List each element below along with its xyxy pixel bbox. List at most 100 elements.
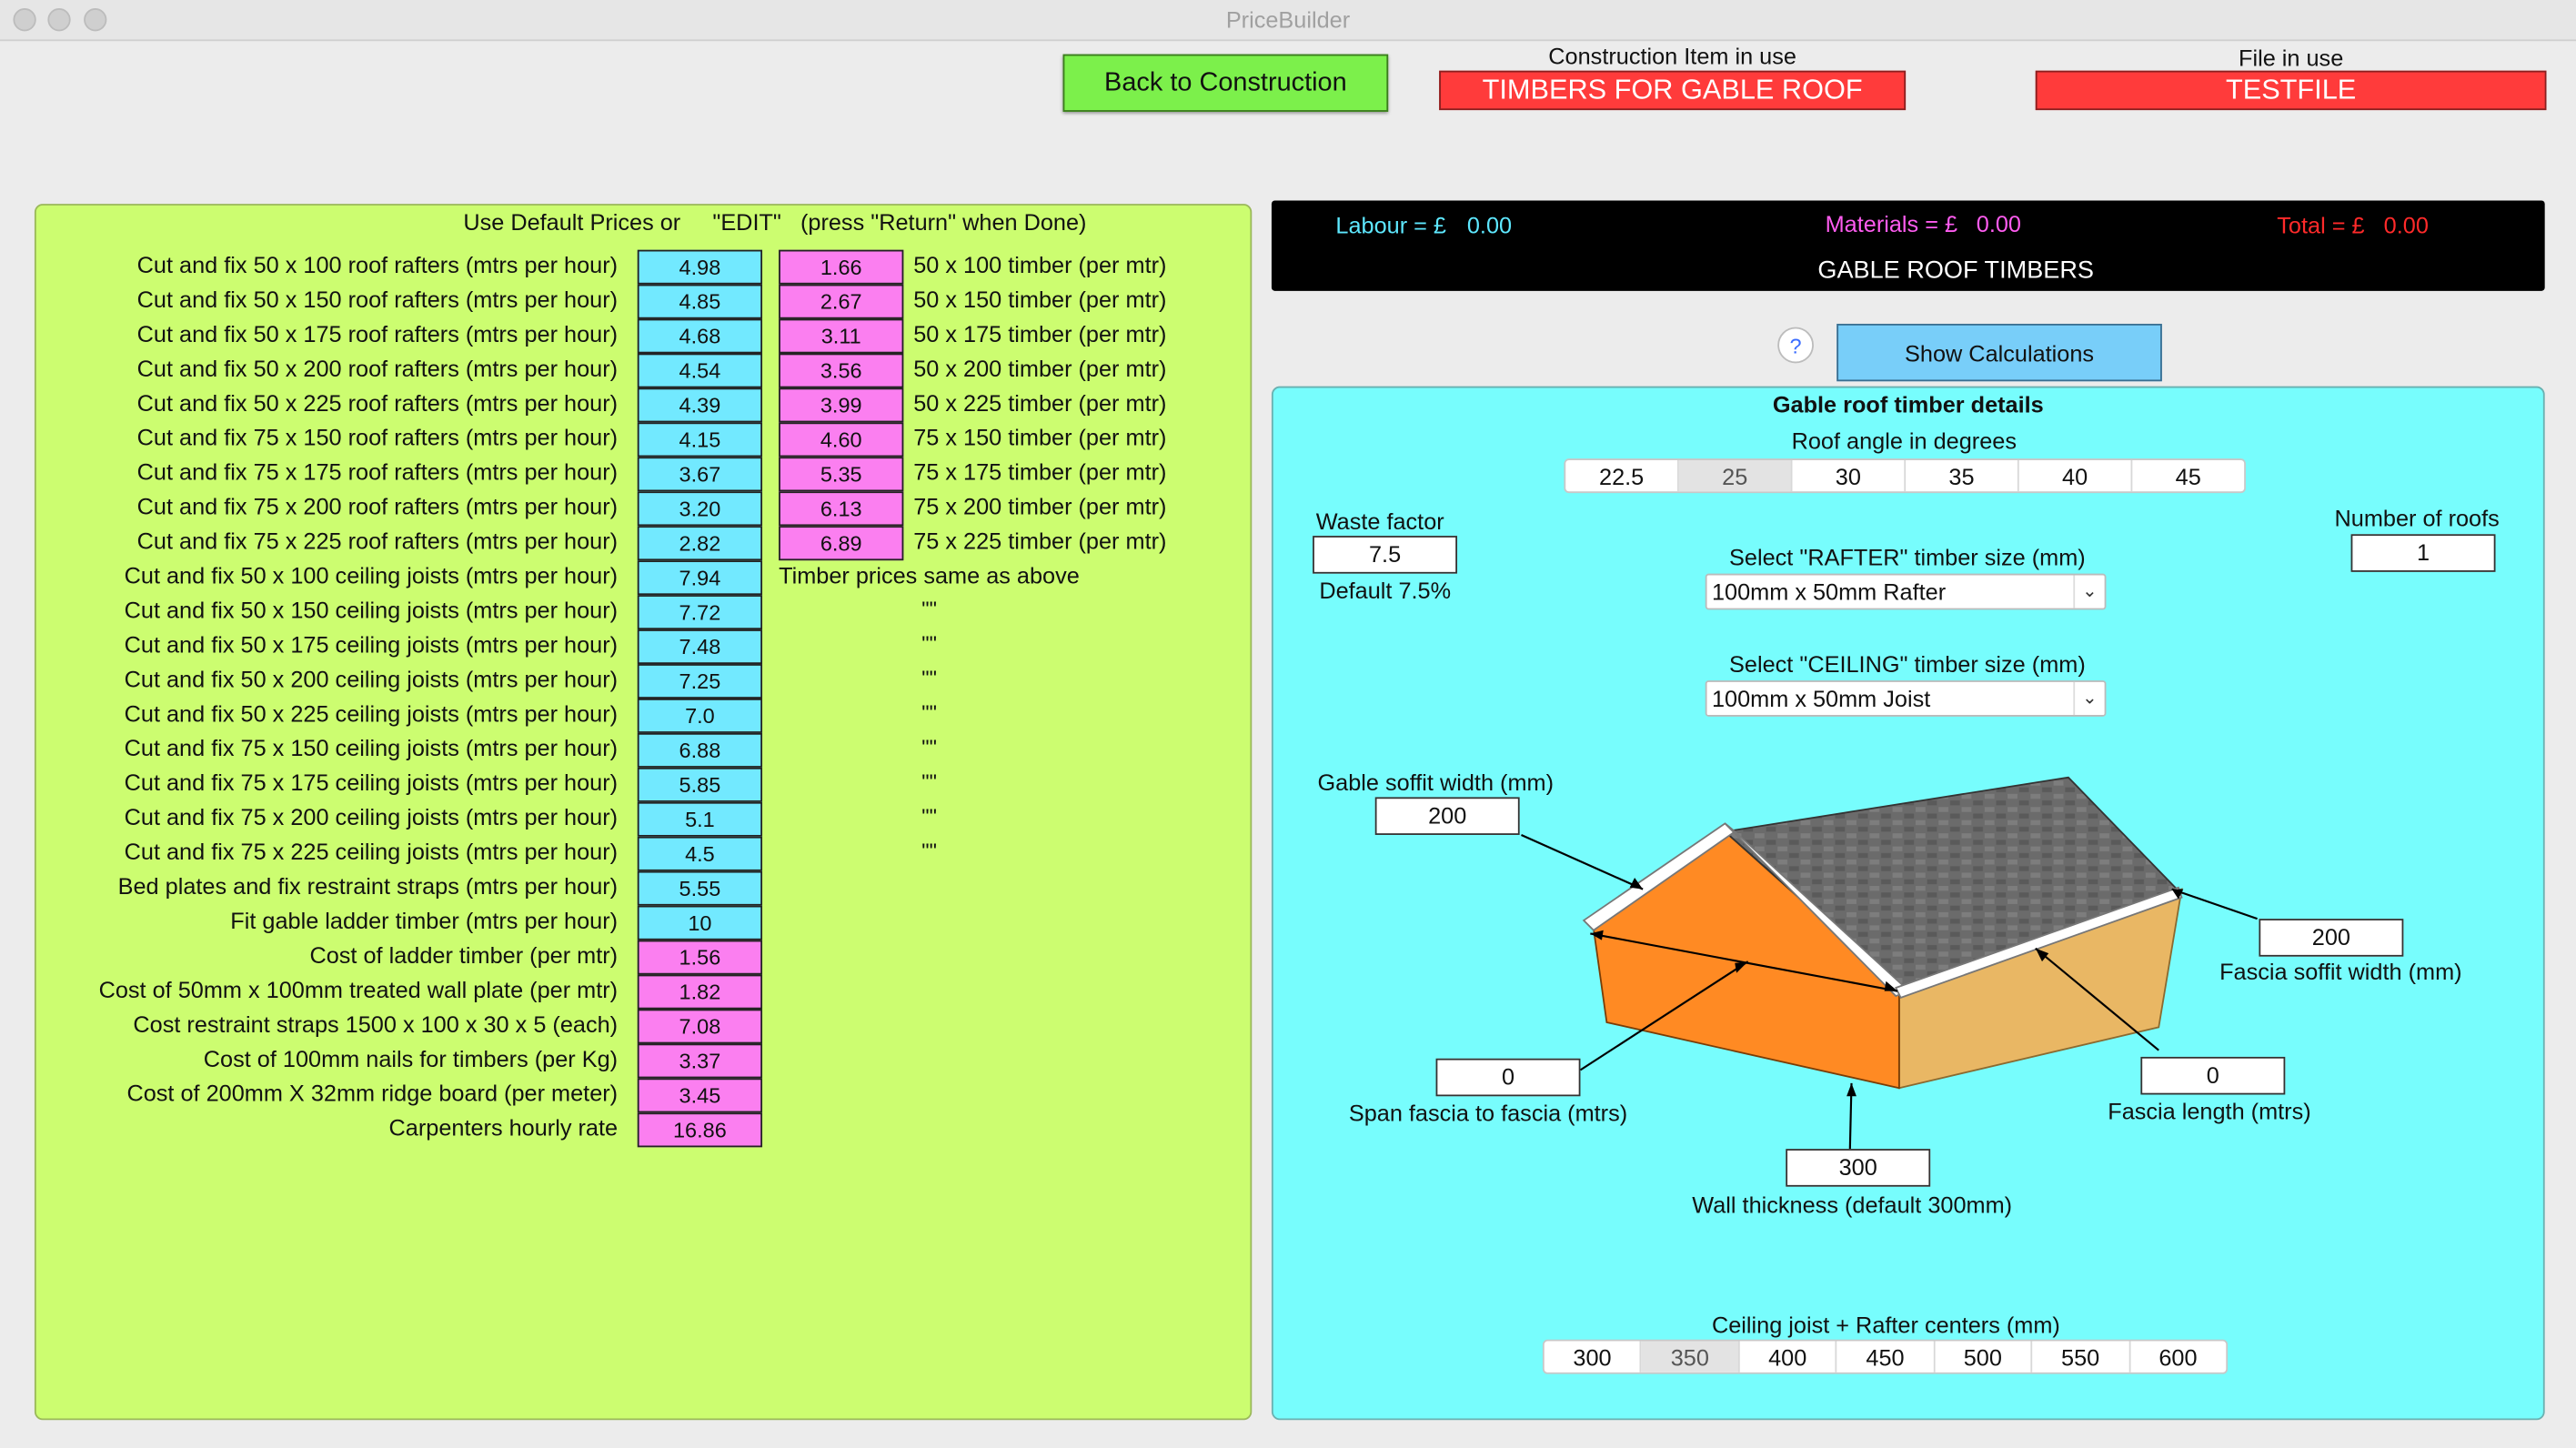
timber-price-input[interactable]: 6.13	[779, 491, 904, 527]
timber-note: ""	[921, 665, 937, 690]
centers-option[interactable]: 350	[1642, 1341, 1740, 1373]
centers-option[interactable]: 450	[1837, 1341, 1936, 1373]
timber-label: 50 x 225 timber (per mtr)	[913, 389, 1167, 417]
span-input[interactable]: 0	[1435, 1058, 1581, 1097]
row-label: Cut and fix 50 x 200 ceiling joists (mtr…	[124, 665, 619, 692]
wall-thickness-input[interactable]: 300	[1786, 1149, 1931, 1187]
rate-input[interactable]: 5.85	[637, 767, 763, 802]
rate-input[interactable]: 6.88	[637, 732, 763, 768]
close-window-button[interactable]	[13, 8, 36, 32]
rate-input[interactable]: 10	[637, 905, 763, 940]
show-calculations-button[interactable]: Show Calculations	[1836, 323, 2162, 382]
rate-input[interactable]: 7.48	[637, 629, 763, 665]
rate-input[interactable]: 16.86	[637, 1112, 763, 1148]
rate-input[interactable]: 3.45	[637, 1078, 763, 1113]
rate-input[interactable]: 7.0	[637, 698, 763, 733]
rate-input[interactable]: 4.98	[637, 249, 763, 285]
totals-bar	[1271, 200, 2545, 291]
labour-label: Labour = £	[1335, 212, 1447, 239]
rate-input[interactable]: 2.82	[637, 526, 763, 561]
row-label: Cut and fix 75 x 175 ceiling joists (mtr…	[124, 769, 619, 796]
rate-input[interactable]: 7.94	[637, 560, 763, 596]
roof-angle-option[interactable]: 25	[1678, 459, 1793, 492]
row-label: Cut and fix 50 x 175 roof rafters (mtrs …	[136, 320, 619, 347]
number-of-roofs-label: Number of roofs	[2334, 504, 2500, 531]
rate-input[interactable]: 4.15	[637, 422, 763, 458]
centers-selector: 300 350 400 450 500 550 600	[1542, 1339, 2229, 1374]
zoom-window-button[interactable]	[84, 8, 107, 32]
waste-factor-input[interactable]: 7.5	[1313, 536, 1458, 574]
rate-input[interactable]: 3.37	[637, 1043, 763, 1079]
help-button[interactable]: ?	[1777, 327, 1814, 364]
rate-input[interactable]: 1.82	[637, 974, 763, 1010]
timber-price-input[interactable]: 3.11	[779, 318, 904, 354]
roof-angle-option[interactable]: 45	[2175, 463, 2201, 490]
row-label: Cut and fix 75 x 225 ceiling joists (mtr…	[124, 838, 619, 865]
rate-input[interactable]: 5.1	[637, 801, 763, 837]
rafter-size-label: Select "RAFTER" timber size (mm)	[1729, 544, 2086, 571]
chevron-down-icon: ⌄	[2073, 681, 2104, 716]
fascia-soffit-label: Fascia soffit width (mm)	[2219, 958, 2462, 985]
wall-thickness-label: Wall thickness (default 300mm)	[1692, 1192, 2013, 1219]
timber-note: ""	[921, 596, 937, 622]
centers-option[interactable]: 400	[1739, 1341, 1837, 1373]
ceiling-size-select[interactable]: 100mm x 50mm Joist ⌄	[1705, 680, 2107, 717]
roof-angle-option[interactable]: 22.5	[1565, 459, 1679, 492]
gable-details-title: Gable roof timber details	[1772, 391, 2044, 417]
rate-input[interactable]: 5.55	[637, 870, 763, 906]
row-label: Cut and fix 75 x 150 roof rafters (mtrs …	[136, 424, 619, 451]
summary-title: GABLE ROOF TIMBERS	[1817, 256, 2094, 285]
row-label: Cost of 50mm x 100mm treated wall plate …	[98, 976, 619, 1003]
timber-price-input[interactable]: 1.66	[779, 249, 904, 285]
rate-input[interactable]: 3.67	[637, 457, 763, 492]
timber-price-input[interactable]: 5.35	[779, 457, 904, 492]
timber-price-input[interactable]: 2.67	[779, 284, 904, 319]
gable-soffit-label: Gable soffit width (mm)	[1317, 769, 1554, 796]
timber-label: 50 x 175 timber (per mtr)	[913, 320, 1167, 347]
row-label: Cut and fix 50 x 100 ceiling joists (mtr…	[124, 562, 619, 588]
file-in-use-value: TESTFILE	[2035, 70, 2547, 111]
rate-input[interactable]: 7.08	[637, 1009, 763, 1044]
timber-price-input[interactable]: 6.89	[779, 526, 904, 561]
rate-input[interactable]: 7.72	[637, 595, 763, 630]
rate-input[interactable]: 4.54	[637, 353, 763, 388]
rafter-size-select[interactable]: 100mm x 50mm Rafter ⌄	[1705, 573, 2107, 610]
centers-option[interactable]: 600	[2158, 1344, 2198, 1372]
materials-label: Materials = £	[1825, 210, 1958, 237]
centers-option[interactable]: 300	[1545, 1341, 1643, 1373]
rate-input[interactable]: 4.85	[637, 284, 763, 319]
ceiling-size-value: 100mm x 50mm Joist	[1711, 685, 1931, 712]
row-label: Cut and fix 50 x 150 roof rafters (mtrs …	[136, 286, 619, 313]
row-label: Cut and fix 50 x 225 ceiling joists (mtr…	[124, 699, 619, 727]
timber-price-input[interactable]: 3.56	[779, 353, 904, 388]
rate-input[interactable]: 4.5	[637, 836, 763, 871]
row-label: Cut and fix 75 x 150 ceiling joists (mtr…	[124, 734, 619, 761]
timber-price-input[interactable]: 3.99	[779, 387, 904, 423]
roof-angle-option[interactable]: 40	[2019, 459, 2133, 492]
roof-angle-option[interactable]: 35	[1906, 459, 2019, 492]
centers-option[interactable]: 550	[2032, 1341, 2130, 1373]
gable-soffit-input[interactable]: 200	[1374, 797, 1520, 835]
row-label: Bed plates and fix restraint straps (mtr…	[117, 872, 619, 900]
roof-angle-option[interactable]: 30	[1792, 459, 1907, 492]
timber-note: ""	[921, 699, 937, 725]
row-label: Cut and fix 50 x 150 ceiling joists (mtr…	[124, 596, 619, 623]
total-value: 0.00	[2383, 212, 2429, 239]
row-label: Cost restraint straps 1500 x 100 x 30 x …	[133, 1011, 619, 1038]
timber-label: 50 x 200 timber (per mtr)	[913, 355, 1167, 382]
back-to-construction-button[interactable]: Back to Construction	[1062, 54, 1389, 112]
timber-label: 75 x 150 timber (per mtr)	[913, 424, 1167, 451]
fascia-length-input[interactable]: 0	[2140, 1056, 2286, 1095]
number-of-roofs-input[interactable]: 1	[2350, 534, 2496, 572]
timber-price-input[interactable]: 4.60	[779, 422, 904, 458]
rate-input[interactable]: 1.56	[637, 940, 763, 975]
rate-input[interactable]: 7.25	[637, 664, 763, 699]
centers-option[interactable]: 500	[1935, 1341, 2033, 1373]
fascia-soffit-input[interactable]: 200	[2259, 919, 2404, 957]
minimize-window-button[interactable]	[47, 8, 71, 32]
rate-input[interactable]: 4.39	[637, 387, 763, 423]
timber-note: ""	[921, 630, 937, 657]
rate-input[interactable]: 4.68	[637, 318, 763, 354]
roof-angle-label: Roof angle in degrees	[1791, 427, 2018, 454]
rate-input[interactable]: 3.20	[637, 491, 763, 527]
